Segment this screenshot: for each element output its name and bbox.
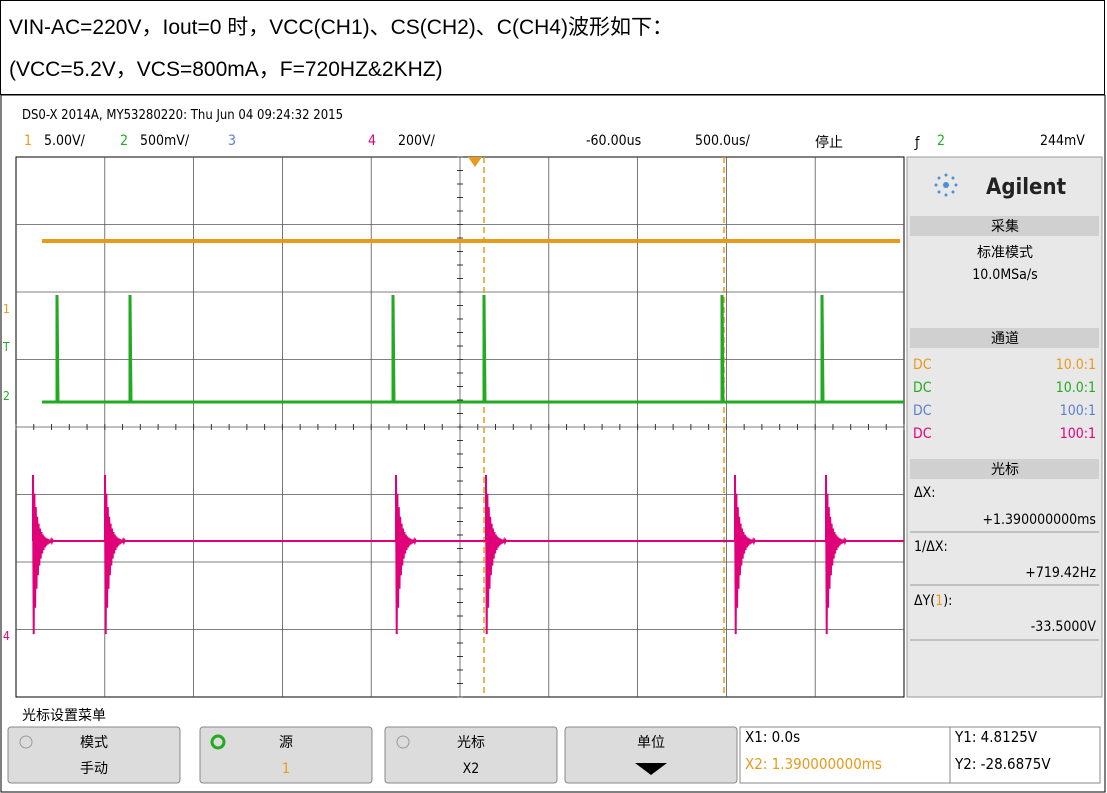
- cursor-value: -33.5000V: [1031, 619, 1097, 635]
- cursor-label: ΔX:: [914, 485, 936, 501]
- channel-marker: T: [2, 340, 10, 354]
- probe: 10.0:1: [1056, 380, 1096, 396]
- label-part: ΔY(: [914, 593, 935, 609]
- ch-num: 2: [120, 133, 128, 149]
- ch-scale: 200V/: [398, 133, 436, 149]
- grid: [15, 156, 905, 698]
- cursor-label: 1/ΔX:: [914, 539, 948, 555]
- section-bar: [910, 459, 1099, 479]
- trigger-marker: [468, 157, 482, 167]
- button-label: 模式: [80, 735, 108, 751]
- button-label: 源: [279, 735, 293, 751]
- trigger-edge-icon: ƒ: [914, 135, 920, 151]
- trigger-channel: 2: [937, 133, 945, 149]
- cursor-value: +719.42Hz: [1025, 565, 1096, 581]
- channel-marker: 4: [3, 629, 10, 643]
- knob-icon: [396, 735, 410, 749]
- menu-button: [199, 726, 373, 784]
- channel-marker: 2: [3, 389, 10, 403]
- scope-info: DS0-X 2014A, MY53280220: Thu Jun 04 09:2…: [22, 108, 343, 123]
- button-value: X2: [463, 761, 480, 777]
- section-bar: [910, 216, 1099, 236]
- menu-title: 光标设置菜单: [22, 708, 106, 724]
- acq-mode: 标准模式: [977, 245, 1033, 261]
- label-part: ):: [943, 593, 952, 609]
- cursor-value: +1.390000000ms: [982, 512, 1096, 528]
- agilent-logo: [934, 173, 958, 197]
- header-line: VIN-AC=220V，Iout=0 时，VCC(CH1)、CS(CH2)、C(…: [9, 16, 673, 39]
- timebase: 500.0us/: [695, 133, 751, 149]
- down-arrow: [635, 763, 667, 775]
- doc-header: VIN-AC=220V，Iout=0 时，VCC(CH1)、CS(CH2)、C(…: [0, 0, 1105, 95]
- probe: 10.0:1: [1056, 357, 1096, 373]
- acq-rate: 10.0MSa/s: [972, 267, 1037, 283]
- section-title: 采集: [991, 218, 1019, 235]
- readout: Y1: 4.8125V: [954, 728, 1038, 746]
- ch4-trace: [32, 474, 904, 635]
- menu-button: [564, 726, 738, 784]
- section-bar: [910, 328, 1099, 348]
- knob-icon: [19, 735, 33, 749]
- channel-marker: 1: [3, 302, 10, 316]
- ch2-trace: [42, 294, 904, 404]
- button-value: 手动: [80, 761, 108, 777]
- ch-scale: 500mV/: [140, 133, 190, 149]
- side-panel: [906, 156, 1103, 698]
- ch-num: 3: [228, 133, 236, 149]
- ch1-trace: [42, 239, 900, 243]
- coupling: DC: [913, 403, 932, 419]
- waveforms: [32, 157, 904, 697]
- coupling: DC: [913, 357, 932, 373]
- section-title: 光标: [991, 462, 1019, 478]
- readout: X1: 0.0s: [745, 728, 800, 746]
- readout: X2: 1.390000000ms: [745, 755, 882, 773]
- scope-screenshot: DS0-X 2014A, MY53280220: Thu Jun 04 09:2…: [0, 95, 1106, 793]
- readout-box: [739, 726, 1101, 784]
- menu-button: [7, 726, 181, 784]
- ch-num: 1: [24, 133, 32, 149]
- readout: Y2: -28.6875V: [954, 755, 1051, 773]
- button-label: 单位: [637, 735, 665, 751]
- run-status: 停止: [815, 134, 843, 151]
- section-title: 通道: [991, 331, 1019, 347]
- coupling: DC: [913, 380, 932, 396]
- cursor-label: ΔY(1):: [914, 593, 952, 609]
- trigger-level: 244mV: [1040, 133, 1085, 149]
- brand: Agilent: [986, 175, 1067, 200]
- button-value: 1: [282, 761, 290, 777]
- button-label: 光标: [457, 735, 485, 751]
- label-part: 1: [935, 593, 943, 609]
- coupling: DC: [913, 426, 932, 442]
- header-line: (VCC=5.2V，VCS=800mA，F=720HZ&2KHZ): [9, 58, 443, 81]
- probe: 100:1: [1060, 426, 1096, 442]
- knob-icon: [210, 734, 226, 750]
- ch-scale: 5.00V/: [44, 133, 86, 149]
- ch-num: 4: [368, 133, 376, 149]
- menu-button: [384, 726, 558, 784]
- delay: -60.00us: [586, 133, 641, 149]
- probe: 100:1: [1060, 403, 1096, 419]
